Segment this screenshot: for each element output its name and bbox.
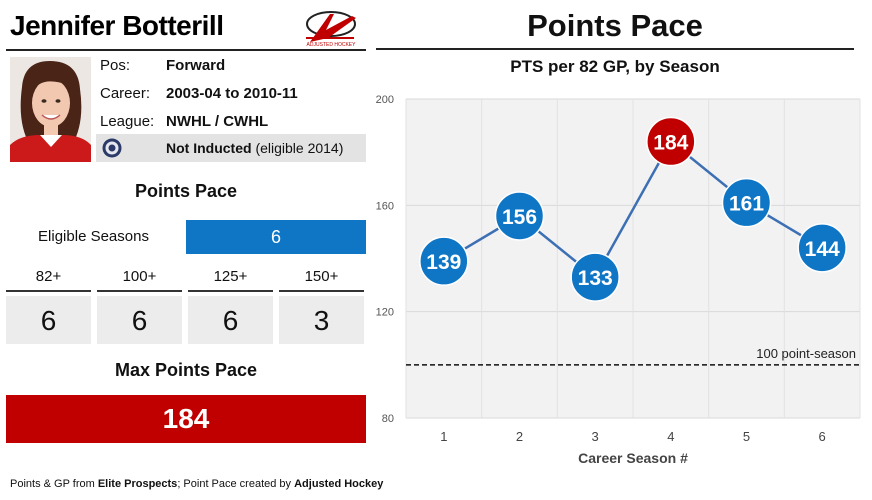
data-label: 156 (502, 206, 537, 229)
threshold-label-100: 100+ (122, 268, 157, 285)
data-label: 133 (578, 267, 613, 290)
career-value: 2003-04 to 2010-11 (166, 85, 298, 102)
footer-text-1: Points & GP from (10, 478, 98, 490)
reference-line-label: 100 point-season (756, 346, 856, 361)
chart-subtitle: PTS per 82 GP, by Season (510, 57, 720, 76)
threshold-rule (6, 290, 91, 292)
pos-label: Pos: (100, 57, 131, 74)
y-tick-label: 120 (376, 307, 394, 319)
chart-title: Points Pace (527, 8, 703, 43)
data-label: 161 (729, 193, 764, 216)
header-divider (6, 49, 366, 51)
y-tick-label: 200 (376, 94, 394, 106)
inducted-status-value: Not Inducted (166, 140, 252, 156)
x-tick-label: 5 (743, 429, 750, 444)
data-label: 144 (805, 238, 840, 261)
y-tick-label: 80 (382, 413, 394, 425)
threshold-label-82: 82+ (35, 268, 62, 285)
points-pace-title: Points Pace (134, 181, 238, 201)
chart-title-divider (376, 48, 854, 50)
data-point (797, 223, 847, 273)
footer-text-2: ; Point Pace created by (177, 478, 295, 490)
threshold-label-150: 150+ (304, 268, 339, 285)
x-tick-label: 2 (516, 429, 523, 444)
career-label: Career: (100, 85, 151, 102)
x-tick-label: 6 (819, 429, 826, 444)
hall-of-fame-icon (102, 138, 122, 158)
logo-text: ADJUSTED HOCKEY (307, 42, 357, 48)
max-points-pace-title: Max Points Pace (114, 360, 258, 380)
threshold-label-125: 125+ (213, 268, 248, 285)
threshold-rule (97, 290, 182, 292)
eligible-seasons-label: Eligible Seasons (38, 228, 149, 245)
threshold-rule (279, 290, 364, 292)
max-data-point (646, 116, 696, 167)
x-tick-label: 3 (592, 429, 599, 444)
inducted-bar (96, 134, 366, 162)
points-pace-chart: 80 120 160 200 100 point-season 1 2 3 4 5 6 Career … (376, 94, 861, 466)
x-tick-label: 1 (440, 429, 447, 444)
threshold-value-82: 6 (6, 296, 91, 344)
player-photo (10, 57, 91, 162)
threshold-value-150: 3 (279, 296, 364, 344)
data-label: 184 (653, 132, 688, 155)
footer-credits: Points & GP from Elite Prospects; Point … (10, 478, 383, 490)
x-axis-label: Career Season # (578, 450, 688, 466)
threshold-value-100: 6 (97, 296, 182, 344)
adjusted-hockey-logo-icon: ADJUSTED HOCKEY (306, 11, 357, 48)
league-value: NWHL / CWHL (166, 113, 269, 130)
eligible-seasons-value: 6 (186, 220, 366, 254)
data-point (419, 236, 469, 286)
data-point (494, 191, 545, 241)
league-label: League: (100, 113, 155, 130)
inducted-status: Not Inducted (eligible 2014) (166, 140, 343, 156)
threshold-value-125: 6 (188, 296, 273, 344)
footer-source-2: Adjusted Hockey (294, 478, 384, 490)
inducted-note: (eligible 2014) (255, 140, 344, 156)
data-point (721, 177, 772, 228)
footer-source-1: Elite Prospects (97, 478, 178, 490)
threshold-rule (188, 290, 273, 292)
player-name: Jennifer Botterill (10, 10, 224, 41)
max-points-pace-value: 184 (6, 395, 366, 443)
data-label: 139 (426, 251, 461, 274)
pos-value: Forward (166, 57, 226, 74)
x-tick-label: 4 (667, 429, 674, 444)
data-point (570, 252, 620, 302)
y-tick-label: 160 (376, 200, 394, 212)
